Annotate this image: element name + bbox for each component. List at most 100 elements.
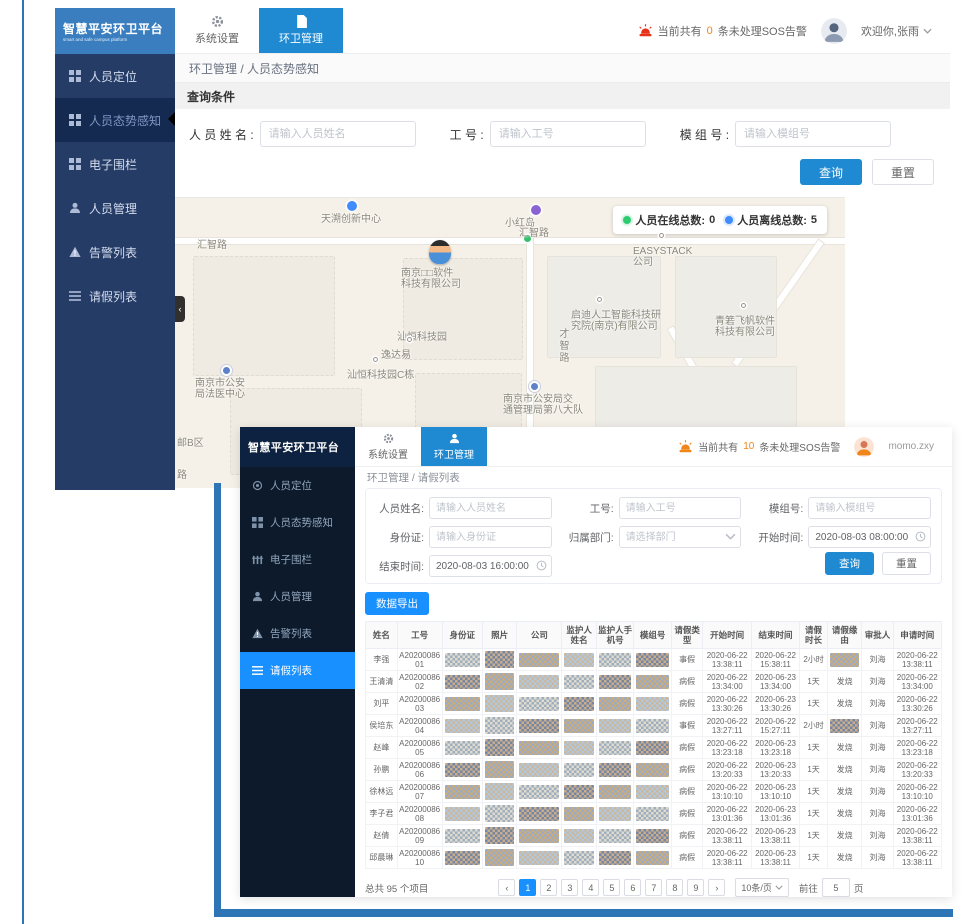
query-field: 模组号: [755, 497, 931, 520]
cell-company-redacted [516, 824, 563, 847]
cell-guardian-phone-redacted [595, 846, 635, 869]
poi-dot [659, 233, 664, 238]
pager-page-3[interactable]: 3 [561, 879, 579, 896]
w2-tab-系统设置[interactable]: 系统设置 [355, 427, 421, 466]
redacted-mosaic [444, 696, 480, 711]
doc-icon [295, 15, 308, 28]
redacted-mosaic [444, 784, 480, 799]
cell-end-time: 2020-06-23 13:20:33 [750, 758, 801, 781]
sidebar-item-人员定位[interactable]: 人员定位 [55, 54, 175, 98]
redacted-mosaic [598, 674, 632, 689]
redacted-mosaic [564, 784, 594, 799]
sidebar-item-人员态势感知[interactable]: 人员态势感知 [55, 98, 175, 142]
redacted-mosaic [444, 718, 480, 733]
w1-tab-环卫管理[interactable]: 环卫管理 [259, 8, 343, 53]
sidebar-item-人员管理[interactable]: 人员管理 [240, 578, 355, 615]
field-input[interactable] [259, 121, 416, 147]
sidebar-item-人员态势感知[interactable]: 人员态势感知 [240, 504, 355, 541]
cell-start-time: 2020-06-22 13:38:11 [702, 824, 752, 847]
reset-button[interactable]: 重置 [871, 159, 934, 185]
cell-work-id: A2020008608 [396, 802, 443, 825]
pager-page-6[interactable]: 6 [624, 879, 642, 896]
sidebar-item-请假列表[interactable]: 请假列表 [240, 652, 355, 689]
cell-guardian-phone-redacted [595, 714, 635, 737]
w1-tab-系统设置[interactable]: 系统设置 [175, 8, 259, 53]
field-label: 模 组 号 : [679, 127, 730, 142]
pager-page-5[interactable]: 5 [603, 879, 621, 896]
person-icon [252, 591, 263, 602]
pager-page-7[interactable]: 7 [645, 879, 663, 896]
pager-page-2[interactable]: 2 [540, 879, 558, 896]
redacted-mosaic [484, 827, 515, 844]
sidebar-item-告警列表[interactable]: 告警列表 [240, 615, 355, 652]
sidebar-item-人员定位[interactable]: 人员定位 [240, 467, 355, 504]
w2-user-menu[interactable]: momo.zxy [888, 441, 934, 452]
avatar[interactable] [854, 436, 875, 457]
field-input[interactable] [618, 497, 742, 520]
w1-user-menu[interactable]: 欢迎你,张雨 [861, 23, 932, 39]
page-size-value: 10条/页 [741, 883, 772, 893]
w1-query-form: 人 员 姓 名 : 工 号 : 模 组 号 : [175, 109, 950, 151]
page-size-select[interactable]: 10条/页 [735, 878, 789, 897]
w2-sidebar: 人员定位 人员态势感知 电子围栏 人员管理 告警列表 请假列表 [240, 467, 355, 897]
pager-page-8[interactable]: 8 [666, 879, 684, 896]
sidebar-collapse-handle[interactable]: ‹ [175, 296, 185, 322]
search-button[interactable]: 查询 [825, 552, 874, 576]
pager-prev[interactable]: ‹ [498, 879, 516, 896]
cell-module-no-redacted [633, 714, 672, 737]
w2-tab-环卫管理[interactable]: 环卫管理 [421, 427, 487, 466]
cell-guardian-name-redacted [561, 780, 597, 803]
sidebar-item-告警列表[interactable]: 告警列表 [55, 230, 175, 274]
cell-leave-type: 病假 [670, 824, 704, 847]
map-block [547, 256, 661, 358]
cell-photo-redacted [481, 758, 518, 781]
cell-leave-type: 病假 [670, 692, 704, 715]
export-data-button[interactable]: 数据导出 [365, 592, 429, 615]
cell-end-time: 2020-06-22 15:27:11 [750, 714, 801, 737]
cell-approver: 刘海 [861, 670, 894, 693]
redacted-mosaic [598, 718, 632, 733]
field-input[interactable] [808, 526, 931, 549]
column-header: 结束时间 [750, 621, 801, 649]
jump-page-input[interactable] [821, 878, 850, 897]
cell-duration: 1天 [799, 802, 828, 825]
redacted-mosaic [484, 849, 515, 866]
redacted-mosaic [519, 806, 560, 821]
field-input[interactable] [735, 121, 892, 147]
field-input[interactable] [429, 526, 552, 549]
sidebar-item-人员管理[interactable]: 人员管理 [55, 186, 175, 230]
redacted-mosaic [519, 784, 560, 799]
search-button[interactable]: 查询 [799, 159, 862, 185]
field-input[interactable] [429, 555, 552, 578]
redacted-mosaic [564, 828, 594, 843]
w1-logo-subtitle: smart and safe campus platform [63, 36, 128, 43]
cell-company-redacted [516, 780, 563, 803]
pager-next[interactable]: › [708, 879, 726, 896]
field-input[interactable] [808, 497, 931, 520]
cell-work-id: A2020008603 [396, 692, 443, 715]
sidebar-item-请假列表[interactable]: 请假列表 [55, 274, 175, 318]
cell-reason: 发烧 [826, 802, 863, 825]
w2-query-form: 人员姓名: 工号: 模组号: 身份证: 归属部门: 开始时间: 结束时间: 查询 重置 [365, 488, 942, 585]
cell-name: 李子君 [365, 802, 398, 825]
pager-page-1[interactable]: 1 [519, 879, 537, 896]
map-label: 汇智路 [197, 240, 227, 251]
pager-page-9[interactable]: 9 [687, 879, 705, 896]
reset-button[interactable]: 重置 [882, 552, 931, 576]
redacted-mosaic [519, 696, 560, 711]
map-block [193, 256, 335, 376]
field-input[interactable] [489, 121, 646, 147]
person-marker[interactable] [429, 240, 451, 264]
field-input[interactable] [429, 497, 552, 520]
map-block [675, 256, 777, 358]
avatar[interactable] [820, 17, 847, 44]
grid-icon [252, 517, 263, 528]
cell-duration: 1天 [799, 780, 828, 803]
field-input[interactable] [618, 526, 742, 549]
sidebar-item-电子围栏[interactable]: 电子围栏 [55, 142, 175, 186]
pager-page-4[interactable]: 4 [582, 879, 600, 896]
redacted-mosaic [598, 652, 632, 667]
sidebar-item-电子围栏[interactable]: 电子围栏 [240, 541, 355, 578]
field-label: 开始时间: [758, 531, 804, 544]
cell-photo-redacted [481, 692, 518, 715]
